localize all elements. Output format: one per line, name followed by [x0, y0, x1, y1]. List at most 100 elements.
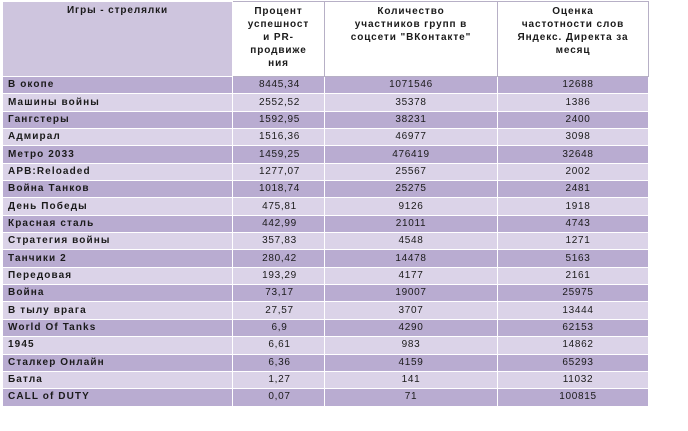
table-row: Адмирал 1516,36 46977 3098 [2, 128, 649, 147]
vk-members-cell: 4159 [324, 353, 498, 372]
vk-members-cell: 19007 [324, 284, 498, 303]
header-pr-line: продвиже [250, 45, 307, 56]
header-pr-line: успешност [247, 19, 310, 30]
game-name-cell: Сталкер Онлайн [2, 353, 233, 372]
game-name-cell: APB:Reloaded [2, 162, 233, 182]
vk-members-cell: 14478 [324, 249, 498, 268]
table-row: Батла 1,27 141 11032 [2, 370, 649, 390]
yandex-frequency-cell: 13444 [497, 301, 649, 320]
pr-success-cell: 1277,07 [232, 162, 325, 182]
pr-success-cell: 280,42 [232, 249, 325, 268]
game-name-cell: Война [2, 284, 233, 303]
pr-success-cell: 8445,34 [232, 75, 325, 95]
pr-success-cell: 475,81 [232, 197, 325, 216]
pr-success-cell: 1,27 [232, 370, 325, 390]
game-name-cell: День Победы [2, 197, 233, 216]
vk-members-cell: 1071546 [324, 75, 498, 95]
header-pr-line: Процент [254, 6, 303, 17]
header-pr-line: ния [268, 58, 289, 69]
header-yandex-line: месяц [555, 45, 591, 56]
header-yandex-line: Яндекс. Директа за [517, 32, 629, 43]
header-vk-line: соцсети "ВКонтакте" [350, 32, 472, 43]
game-name-cell: Танчики 2 [2, 249, 233, 268]
header-row: Игры - стрелялки Процент успешност и PR-… [2, 1, 649, 77]
pr-success-cell: 193,29 [232, 266, 325, 286]
header-pr-success: Процент успешност и PR- продвиже ния [232, 1, 325, 77]
vk-members-cell: 3707 [324, 301, 498, 320]
pr-success-cell: 357,83 [232, 232, 325, 251]
game-name-cell: World Of Tanks [2, 318, 233, 338]
game-name-cell: Война Танков [2, 180, 233, 199]
yandex-frequency-cell: 100815 [497, 388, 649, 407]
table-row: Сталкер Онлайн 6,36 4159 65293 [2, 353, 649, 372]
yandex-frequency-cell: 2002 [497, 162, 649, 182]
vk-members-cell: 476419 [324, 145, 498, 164]
table-row: Война Танков 1018,74 25275 2481 [2, 180, 649, 199]
yandex-frequency-cell: 12688 [497, 75, 649, 95]
game-name-cell: В окопе [2, 75, 233, 95]
pr-success-cell: 0,07 [232, 388, 325, 407]
game-name-cell: Стратегия войны [2, 232, 233, 251]
yandex-frequency-cell: 2481 [497, 180, 649, 199]
yandex-frequency-cell: 3098 [497, 128, 649, 147]
header-vk-line: участников групп в [354, 19, 468, 30]
yandex-frequency-cell: 65293 [497, 353, 649, 372]
vk-members-cell: 46977 [324, 128, 498, 147]
header-games: Игры - стрелялки [2, 1, 233, 77]
vk-members-cell: 4177 [324, 266, 498, 286]
table-body: В окопе 8445,34 1071546 12688 Машины войны 25… [2, 75, 649, 407]
vk-members-cell: 38231 [324, 110, 498, 130]
table-row: Война 73,17 19007 25975 [2, 284, 649, 303]
pr-success-cell: 1018,74 [232, 180, 325, 199]
pr-success-cell: 1459,25 [232, 145, 325, 164]
yandex-frequency-cell: 32648 [497, 145, 649, 164]
table-row: Танчики 2 280,42 14478 5163 [2, 249, 649, 268]
pr-success-cell: 6,36 [232, 353, 325, 372]
table-row: World Of Tanks 6,9 4290 62153 [2, 318, 649, 338]
ranking-table-sheet: Игры - стрелялки Процент успешност и PR-… [2, 1, 649, 407]
yandex-frequency-cell: 1271 [497, 232, 649, 251]
game-name-cell: Метро 2033 [2, 145, 233, 164]
game-name-cell: Гангстеры [2, 110, 233, 130]
header-vk-members: Количество участников групп в соцсети "В… [324, 1, 498, 77]
table-row: В тылу врага 27,57 3707 13444 [2, 301, 649, 320]
table-row: День Победы 475,81 9126 1918 [2, 197, 649, 216]
header-vk-line: Количество [377, 6, 445, 17]
yandex-frequency-cell: 5163 [497, 249, 649, 268]
table-row: Стратегия войны 357,83 4548 1271 [2, 232, 649, 251]
pr-success-cell: 2552,52 [232, 93, 325, 112]
game-name-cell: 1945 [2, 336, 233, 355]
vk-members-cell: 25275 [324, 180, 498, 199]
header-yandex-frequency: Оценка частотности слов Яндекс. Директа … [497, 1, 649, 77]
game-name-cell: В тылу врага [2, 301, 233, 320]
game-name-cell: Адмирал [2, 128, 233, 147]
pr-success-cell: 6,61 [232, 336, 325, 355]
game-name-cell: CALL of DUTY [2, 388, 233, 407]
pr-success-cell: 6,9 [232, 318, 325, 338]
table-row: Гангстеры 1592,95 38231 2400 [2, 110, 649, 130]
table-row: CALL of DUTY 0,07 71 100815 [2, 388, 649, 407]
pr-success-cell: 1516,36 [232, 128, 325, 147]
vk-members-cell: 25567 [324, 162, 498, 182]
yandex-frequency-cell: 2400 [497, 110, 649, 130]
vk-members-cell: 9126 [324, 197, 498, 216]
vk-members-cell: 983 [324, 336, 498, 355]
yandex-frequency-cell: 2161 [497, 266, 649, 286]
game-name-cell: Машины войны [2, 93, 233, 112]
pr-success-cell: 442,99 [232, 214, 325, 234]
yandex-frequency-cell: 11032 [497, 370, 649, 390]
game-name-cell: Передовая [2, 266, 233, 286]
table-row: APB:Reloaded 1277,07 25567 2002 [2, 162, 649, 182]
pr-success-cell: 27,57 [232, 301, 325, 320]
vk-members-cell: 141 [324, 370, 498, 390]
vk-members-cell: 35378 [324, 93, 498, 112]
yandex-frequency-cell: 25975 [497, 284, 649, 303]
table-row: В окопе 8445,34 1071546 12688 [2, 75, 649, 95]
header-yandex-line: частотности слов [521, 19, 625, 30]
yandex-frequency-cell: 4743 [497, 214, 649, 234]
game-name-cell: Красная сталь [2, 214, 233, 234]
table-row: Машины войны 2552,52 35378 1386 [2, 93, 649, 112]
ranking-table: Игры - стрелялки Процент успешност и PR-… [2, 1, 649, 407]
pr-success-cell: 1592,95 [232, 110, 325, 130]
vk-members-cell: 21011 [324, 214, 498, 234]
